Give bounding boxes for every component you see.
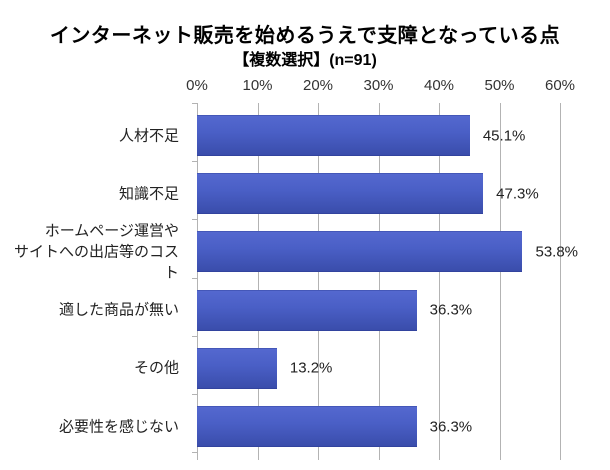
category-label: 必要性を感じない: [58, 418, 179, 435]
category-axis-tick: [192, 335, 197, 337]
x-axis-tick-label: 30%: [363, 77, 394, 94]
value-label: 53.8%: [535, 243, 579, 261]
gridline: [560, 103, 561, 460]
category-axis-tick: [192, 277, 197, 279]
category-axis-tick: [192, 161, 197, 163]
gridline: [439, 103, 440, 460]
value-label: 47.3%: [496, 185, 539, 203]
gridline: [378, 103, 380, 460]
bar: [197, 289, 417, 331]
x-axis-tick-label: 0%: [186, 77, 208, 94]
category-label: 人材不足: [118, 127, 179, 144]
category-axis-tick: [192, 103, 197, 104]
value-label: 45.1%: [482, 127, 526, 144]
value-label: 36.3%: [429, 301, 473, 319]
category-axis-tick: [192, 219, 197, 221]
category-label: その他: [133, 359, 179, 377]
value-axis-line: [197, 103, 198, 460]
gridline: [257, 103, 259, 460]
value-label: 13.2%: [289, 359, 333, 377]
category-label: 知識不足: [118, 185, 179, 203]
category-label: ホームページ運営や サイトへの出店等のコスト: [13, 222, 179, 282]
bar: [197, 115, 470, 156]
bar: [197, 406, 417, 447]
x-axis-tick-label: 60%: [544, 77, 576, 94]
bar: [197, 231, 523, 273]
x-axis-tick-label: 50%: [484, 77, 515, 94]
bar: [197, 173, 484, 215]
x-axis-tick-label: 10%: [242, 77, 273, 94]
chart-subtitle: 【複数選択】(n=91): [233, 52, 377, 69]
category-label: 適した商品が無い: [58, 301, 179, 319]
gridline: [318, 103, 319, 460]
bar: [197, 347, 277, 389]
x-axis-tick-label: 20%: [302, 77, 334, 94]
x-axis-tick-label: 40%: [423, 77, 455, 94]
category-axis-tick: [192, 394, 197, 395]
chart-title: インターネット販売を始めるうえで支障となっている点: [49, 25, 561, 47]
value-label: 36.3%: [429, 418, 473, 435]
gridline: [499, 103, 501, 460]
category-axis-tick: [192, 452, 197, 454]
